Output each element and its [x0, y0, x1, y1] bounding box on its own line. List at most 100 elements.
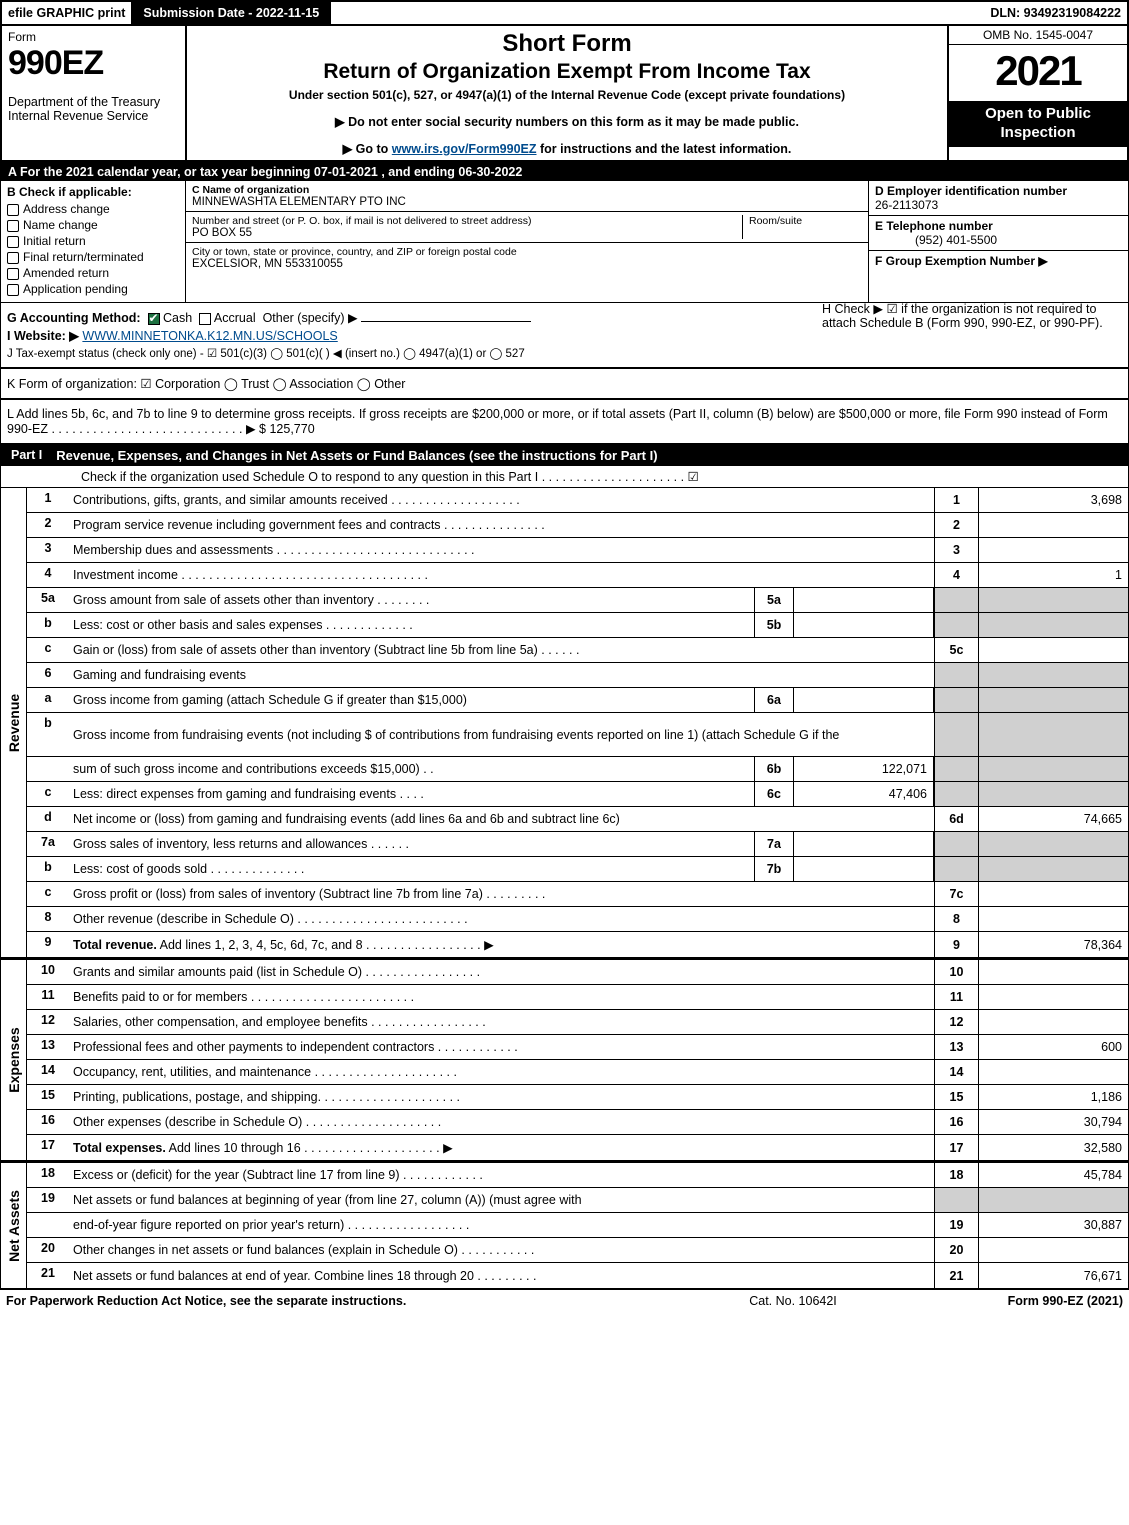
table-row: 13Professional fees and other payments t…	[27, 1035, 1128, 1060]
line-desc: Other expenses (describe in Schedule O) …	[69, 1110, 934, 1134]
mid-num: 7b	[754, 857, 794, 881]
checkbox-icon[interactable]	[7, 236, 19, 248]
right-num: 5c	[934, 638, 978, 662]
table-row: 10Grants and similar amounts paid (list …	[27, 960, 1128, 985]
right-num	[934, 757, 978, 781]
right-num: 18	[934, 1163, 978, 1187]
right-val	[978, 513, 1128, 537]
right-val: 45,784	[978, 1163, 1128, 1187]
table-row: 6Gaming and fundraising events	[27, 663, 1128, 688]
right-val	[978, 688, 1128, 712]
line-number: b	[27, 713, 69, 756]
table-row: bLess: cost or other basis and sales exp…	[27, 613, 1128, 638]
right-num	[934, 713, 978, 756]
right-num: 17	[934, 1135, 978, 1160]
open-inspection: Open to Public Inspection	[949, 101, 1127, 147]
right-val	[978, 1010, 1128, 1034]
right-num: 16	[934, 1110, 978, 1134]
line-number: 17	[27, 1135, 69, 1160]
right-num: 13	[934, 1035, 978, 1059]
expenses-label: Expenses	[1, 960, 27, 1160]
table-row: 12Salaries, other compensation, and empl…	[27, 1010, 1128, 1035]
mid-val	[794, 832, 934, 856]
right-val	[978, 985, 1128, 1009]
irs-link[interactable]: www.irs.gov/Form990EZ	[392, 142, 537, 156]
checkbox-cash[interactable]	[148, 313, 160, 325]
section-a: A For the 2021 calendar year, or tax yea…	[0, 163, 1129, 181]
d-ein: D Employer identification number 26-2113…	[869, 181, 1128, 216]
right-num: 6d	[934, 807, 978, 831]
right-num: 20	[934, 1238, 978, 1262]
right-num: 4	[934, 563, 978, 587]
table-row: 2Program service revenue including gover…	[27, 513, 1128, 538]
line-number: 10	[27, 960, 69, 984]
line-number: 12	[27, 1010, 69, 1034]
f-group: F Group Exemption Number ▶	[869, 251, 1128, 271]
line-desc: Gross income from gaming (attach Schedul…	[69, 688, 754, 712]
right-num: 14	[934, 1060, 978, 1084]
right-num: 3	[934, 538, 978, 562]
title-return: Return of Organization Exempt From Incom…	[193, 60, 941, 84]
right-num	[934, 688, 978, 712]
checkbox-accrual[interactable]	[199, 313, 211, 325]
line-desc: Investment income . . . . . . . . . . . …	[69, 563, 934, 587]
row-j: J Tax-exempt status (check only one) - ☑…	[7, 346, 1122, 360]
line-desc: Program service revenue including govern…	[69, 513, 934, 537]
row-i: I Website: ▶ WWW.MINNETONKA.K12.MN.US/SC…	[7, 328, 1122, 343]
block-b-to-f: B Check if applicable: Address change Na…	[0, 181, 1129, 303]
line-desc: Less: direct expenses from gaming and fu…	[69, 782, 754, 806]
top-bar: efile GRAPHIC print Submission Date - 20…	[0, 0, 1129, 26]
line-number: c	[27, 882, 69, 906]
right-val: 78,364	[978, 932, 1128, 957]
net-table: 18Excess or (deficit) for the year (Subt…	[27, 1163, 1128, 1288]
right-val	[978, 832, 1128, 856]
right-num: 7c	[934, 882, 978, 906]
checkbox-icon[interactable]	[7, 220, 19, 232]
line-desc: Printing, publications, postage, and shi…	[69, 1085, 934, 1109]
right-val: 1,186	[978, 1085, 1128, 1109]
revenue-label: Revenue	[1, 488, 27, 957]
right-num	[934, 782, 978, 806]
rows-g-l: H Check ▶ ☑ if the organization is not r…	[0, 303, 1129, 368]
right-val: 1	[978, 563, 1128, 587]
checkbox-icon[interactable]	[7, 252, 19, 264]
checkbox-icon[interactable]	[7, 284, 19, 296]
h-box: H Check ▶ ☑ if the organization is not r…	[822, 301, 1122, 330]
line-desc: Other changes in net assets or fund bala…	[69, 1238, 934, 1262]
line-number	[27, 757, 69, 781]
right-val	[978, 638, 1128, 662]
mid-val: 47,406	[794, 782, 934, 806]
right-val	[978, 613, 1128, 637]
right-num: 15	[934, 1085, 978, 1109]
part-i-check: Check if the organization used Schedule …	[0, 466, 1129, 488]
b-item: Address change	[7, 202, 179, 216]
mid-num: 6c	[754, 782, 794, 806]
b-checklist: Address change Name change Initial retur…	[7, 202, 179, 296]
arrow-2: ▶ Go to www.irs.gov/Form990EZ for instru…	[193, 141, 941, 156]
line-desc: Gross profit or (loss) from sales of inv…	[69, 882, 934, 906]
table-row: 11Benefits paid to or for members . . . …	[27, 985, 1128, 1010]
table-row: 20Other changes in net assets or fund ba…	[27, 1238, 1128, 1263]
right-val: 600	[978, 1035, 1128, 1059]
header-left: Form 990EZ Department of the Treasury In…	[2, 26, 187, 160]
omb-label: OMB No. 1545-0047	[949, 26, 1127, 45]
right-val	[978, 960, 1128, 984]
table-row: bGross income from fundraising events (n…	[27, 713, 1128, 757]
table-row: 4Investment income . . . . . . . . . . .…	[27, 563, 1128, 588]
c-city: City or town, state or province, country…	[186, 243, 868, 273]
checkbox-icon[interactable]	[7, 204, 19, 216]
line-desc: Benefits paid to or for members . . . . …	[69, 985, 934, 1009]
line-desc: Less: cost of goods sold . . . . . . . .…	[69, 857, 754, 881]
website-link[interactable]: WWW.MINNETONKA.K12.MN.US/SCHOOLS	[82, 329, 337, 343]
right-num: 11	[934, 985, 978, 1009]
right-num: 2	[934, 513, 978, 537]
footer-formno: Form 990-EZ (2021)	[923, 1294, 1123, 1308]
right-val	[978, 1060, 1128, 1084]
b-item: Initial return	[7, 234, 179, 248]
form-word: Form	[8, 30, 179, 44]
checkbox-icon[interactable]	[7, 268, 19, 280]
line-desc: Gaming and fundraising events	[69, 663, 934, 687]
line-desc: Other revenue (describe in Schedule O) .…	[69, 907, 934, 931]
tax-year: 2021	[949, 45, 1127, 97]
line-desc: sum of such gross income and contributio…	[69, 757, 754, 781]
